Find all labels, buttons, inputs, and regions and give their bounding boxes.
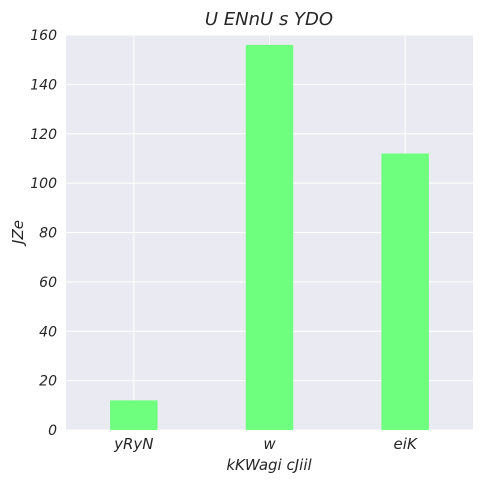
- x-axis-ticks: yRyN w eiK: [113, 435, 418, 453]
- y-tick-label: 60: [39, 275, 57, 291]
- y-tick-label: 140: [30, 77, 57, 93]
- y-tick-label: 20: [39, 374, 57, 390]
- y-tick-label: 120: [30, 127, 57, 143]
- y-tick-label: 100: [30, 176, 57, 192]
- bar-yRyN: [110, 400, 158, 430]
- x-tick-label: eiK: [394, 435, 418, 453]
- bar-eiK: [381, 153, 429, 430]
- y-axis-label: JZe: [9, 220, 27, 247]
- y-tick-label: 40: [39, 324, 57, 340]
- bars: [110, 44, 429, 430]
- y-tick-label: 0: [48, 423, 57, 439]
- bar-w: [245, 44, 294, 430]
- x-tick-label: yRyN: [113, 435, 153, 453]
- x-axis-label: kKWagi cJiil: [226, 456, 312, 474]
- x-tick-label: w: [263, 435, 276, 453]
- y-tick-label: 160: [30, 28, 57, 44]
- y-tick-label: 80: [39, 226, 57, 242]
- y-axis-ticks: 0 20 40 60 80 100 120 140 160: [30, 28, 57, 439]
- chart-title: U ENnU s YDO: [205, 9, 333, 30]
